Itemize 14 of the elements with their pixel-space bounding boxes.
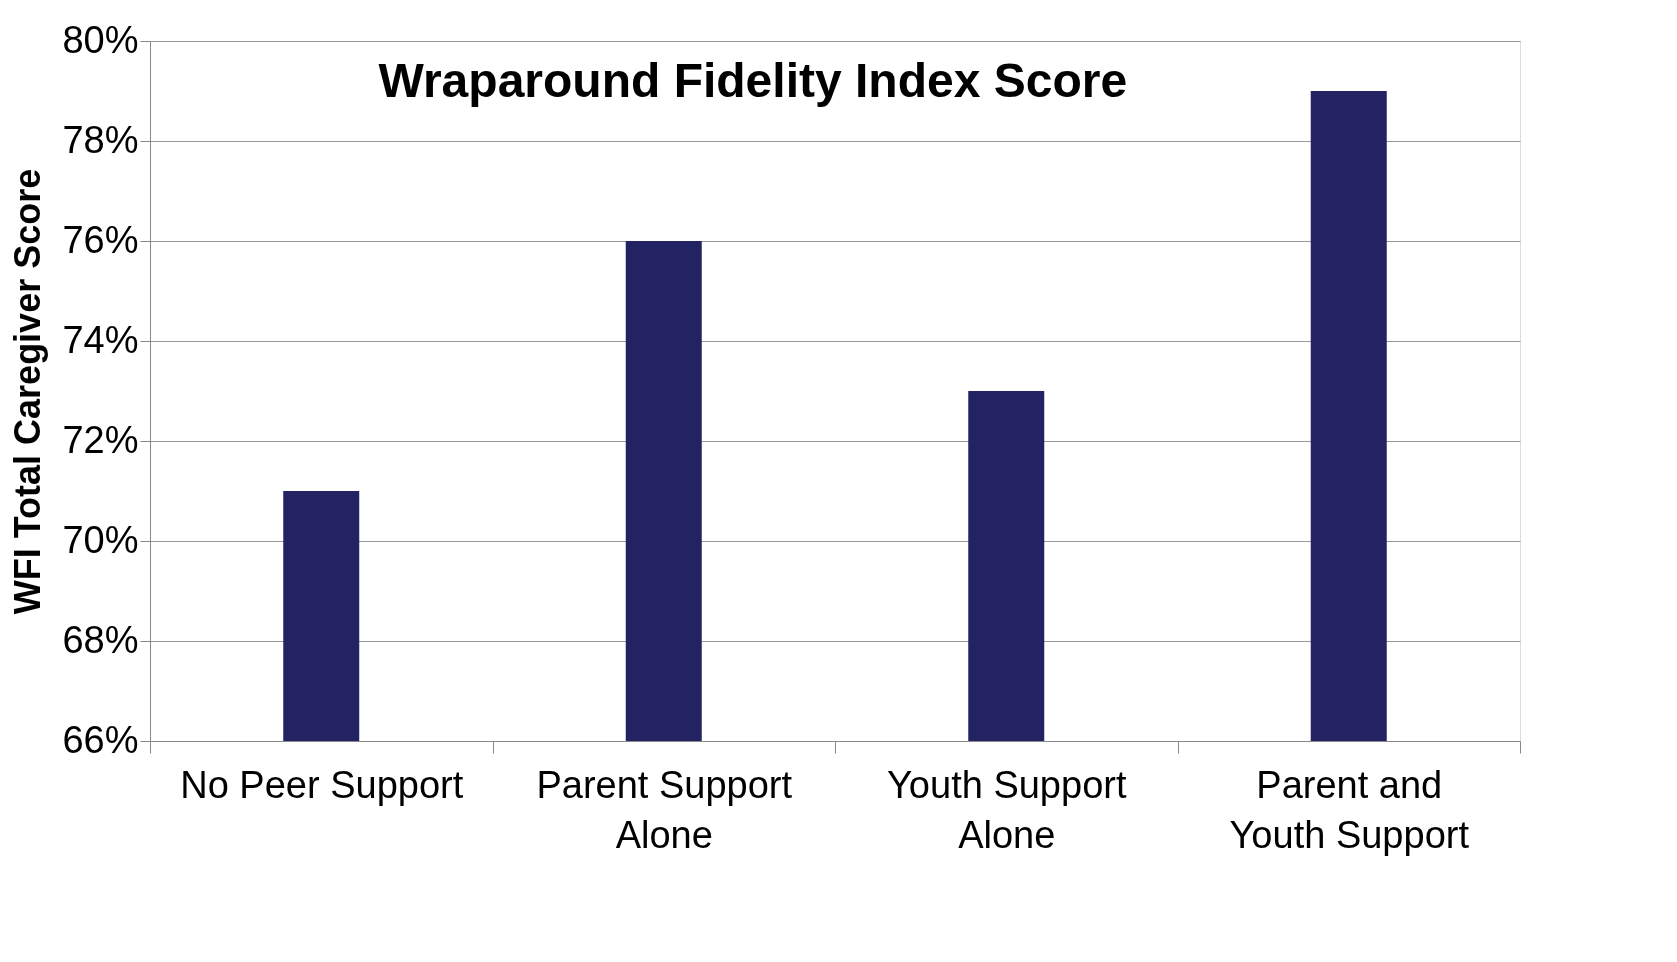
y-axis-title: WFI Total Caregiver Score (7, 168, 49, 615)
y-tick-label: 72% (62, 418, 139, 461)
y-tick-label: 68% (62, 618, 139, 661)
y-tick-label: 66% (62, 718, 139, 761)
y-tick-label: 80% (62, 18, 139, 61)
y-tick-label: 70% (62, 518, 139, 561)
y-tick-label: 76% (62, 218, 139, 261)
y-tick-label: 78% (62, 118, 139, 161)
x-tick-label: Youth Support Alone (887, 763, 1127, 856)
x-tick-label: Parent Support Alone (536, 763, 793, 856)
x-tick-label: Parent and Youth Support (1229, 763, 1470, 856)
chart-title: Wraparound Fidelity Index Score (378, 54, 1128, 107)
y-tick-label: 74% (62, 318, 139, 361)
x-tick-label: No Peer Support (180, 763, 464, 806)
